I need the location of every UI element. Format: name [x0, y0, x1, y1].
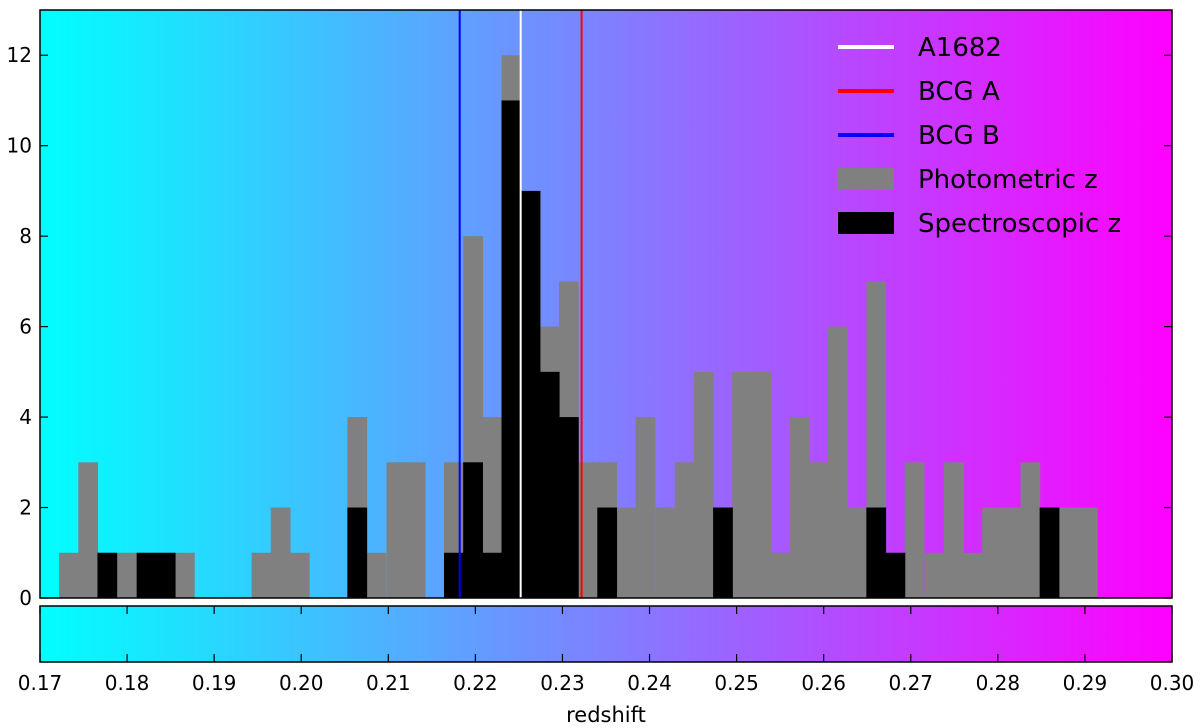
bar-photometric-z-3 — [117, 552, 138, 598]
y-tick-label: 6 — [19, 315, 32, 339]
bar-spectroscopic-z-11 — [597, 507, 618, 598]
bar-photometric-z-42 — [982, 507, 1002, 598]
bar-photometric-z-0 — [59, 552, 79, 598]
legend-label: BCG A — [918, 77, 1000, 107]
y-tick-label: 12 — [7, 43, 32, 67]
bar-photometric-z-41 — [963, 552, 983, 598]
x-tick-label: 0.25 — [714, 671, 759, 695]
bar-spectroscopic-z-5 — [463, 462, 483, 598]
bar-spectroscopic-z-3 — [347, 507, 368, 598]
bar-photometric-z-23 — [616, 507, 637, 598]
y-tick-label: 4 — [19, 405, 32, 429]
bar-photometric-z-25 — [655, 507, 676, 598]
bar-photometric-z-11 — [366, 552, 387, 598]
x-tick-label: 0.24 — [627, 671, 672, 695]
bar-photometric-z-26 — [674, 462, 695, 598]
bar-photometric-z-46 — [1058, 507, 1079, 598]
bar-photometric-z-38 — [904, 462, 925, 598]
bar-photometric-z-33 — [808, 462, 829, 598]
bar-photometric-z-39 — [924, 552, 945, 598]
legend-label: A1682 — [918, 33, 1002, 63]
colorbar — [39, 605, 1173, 663]
x-tick-label: 0.19 — [192, 671, 237, 695]
x-axis-ticks: 0.17 0.18 0.19 0.20 0.21 0.22 0.23 0.24 0.25 0.26… — [18, 606, 1195, 695]
x-tick-label: 0.29 — [1063, 671, 1108, 695]
x-tick-label: 0.30 — [1150, 671, 1195, 695]
y-tick-label: 10 — [7, 134, 32, 158]
y-tick-label: 2 — [19, 496, 32, 520]
x-tick-label: 0.17 — [18, 671, 63, 695]
y-tick-label: 8 — [19, 224, 32, 248]
plot-frame — [39, 9, 1173, 599]
bar-spectroscopic-z-13 — [866, 507, 887, 598]
bar-photometric-z-47 — [1077, 507, 1098, 598]
bar-photometric-z-35 — [847, 507, 867, 598]
legend-label: BCG B — [918, 121, 1000, 151]
x-tick-label: 0.28 — [976, 671, 1021, 695]
x-tick-label: 0.21 — [366, 671, 411, 695]
bar-photometric-z-12 — [386, 462, 407, 598]
bar-photometric-z-29 — [732, 371, 753, 598]
bar-photometric-z-6 — [174, 552, 195, 598]
x-tick-label: 0.23 — [540, 671, 585, 695]
bar-photometric-z-21 — [578, 462, 598, 598]
spectroscopic-bars — [97, 100, 1060, 598]
legend-swatch-spectroscopic-z — [838, 212, 894, 234]
bar-photometric-z-30 — [751, 371, 772, 598]
bar-spectroscopic-z-15 — [1039, 507, 1060, 598]
bar-spectroscopic-z-8 — [520, 190, 541, 598]
x-axis-label: redshift — [566, 703, 646, 727]
legend: A1682 BCG A BCG B Photometric z Spectroscopi… — [838, 33, 1121, 239]
bar-spectroscopic-z-14 — [885, 552, 906, 598]
x-tick-label: 0.20 — [279, 671, 324, 695]
bar-photometric-z-40 — [943, 462, 964, 598]
bar-photometric-z-13 — [405, 462, 426, 598]
bar-spectroscopic-z-7 — [501, 100, 522, 598]
bar-spectroscopic-z-12 — [713, 507, 733, 598]
bar-spectroscopic-z-10 — [558, 417, 579, 598]
legend-label: Photometric z — [918, 165, 1098, 195]
legend-label: Spectroscopic z — [918, 209, 1121, 239]
bar-photometric-z-1 — [78, 462, 99, 598]
bar-photometric-z-8 — [270, 507, 291, 598]
bar-photometric-z-44 — [1020, 462, 1041, 598]
bar-photometric-z-31 — [770, 552, 791, 598]
x-tick-label: 0.27 — [889, 671, 934, 695]
bar-spectroscopic-z-0 — [97, 552, 118, 598]
bar-photometric-z-27 — [693, 371, 714, 598]
bar-photometric-z-34 — [828, 326, 848, 598]
bar-spectroscopic-z-6 — [482, 552, 503, 598]
bar-photometric-z-24 — [635, 417, 656, 598]
x-tick-label: 0.18 — [105, 671, 150, 695]
y-axis-ticks: 0 2 4 6 8 10 12 — [7, 43, 1172, 610]
legend-swatch-photometric-z — [838, 168, 894, 190]
x-tick-label: 0.22 — [453, 671, 498, 695]
bar-spectroscopic-z-1 — [136, 552, 157, 598]
bar-spectroscopic-z-2 — [155, 552, 176, 598]
reference-lines — [458, 10, 583, 598]
bar-photometric-z-43 — [1001, 507, 1022, 598]
bar-spectroscopic-z-9 — [539, 371, 560, 598]
y-tick-label: 0 — [19, 586, 32, 610]
bar-spectroscopic-z-4 — [444, 552, 464, 598]
x-tick-label: 0.26 — [801, 671, 846, 695]
bar-photometric-z-32 — [789, 417, 810, 598]
bar-photometric-z-7 — [251, 552, 272, 598]
bar-photometric-z-9 — [289, 552, 310, 598]
